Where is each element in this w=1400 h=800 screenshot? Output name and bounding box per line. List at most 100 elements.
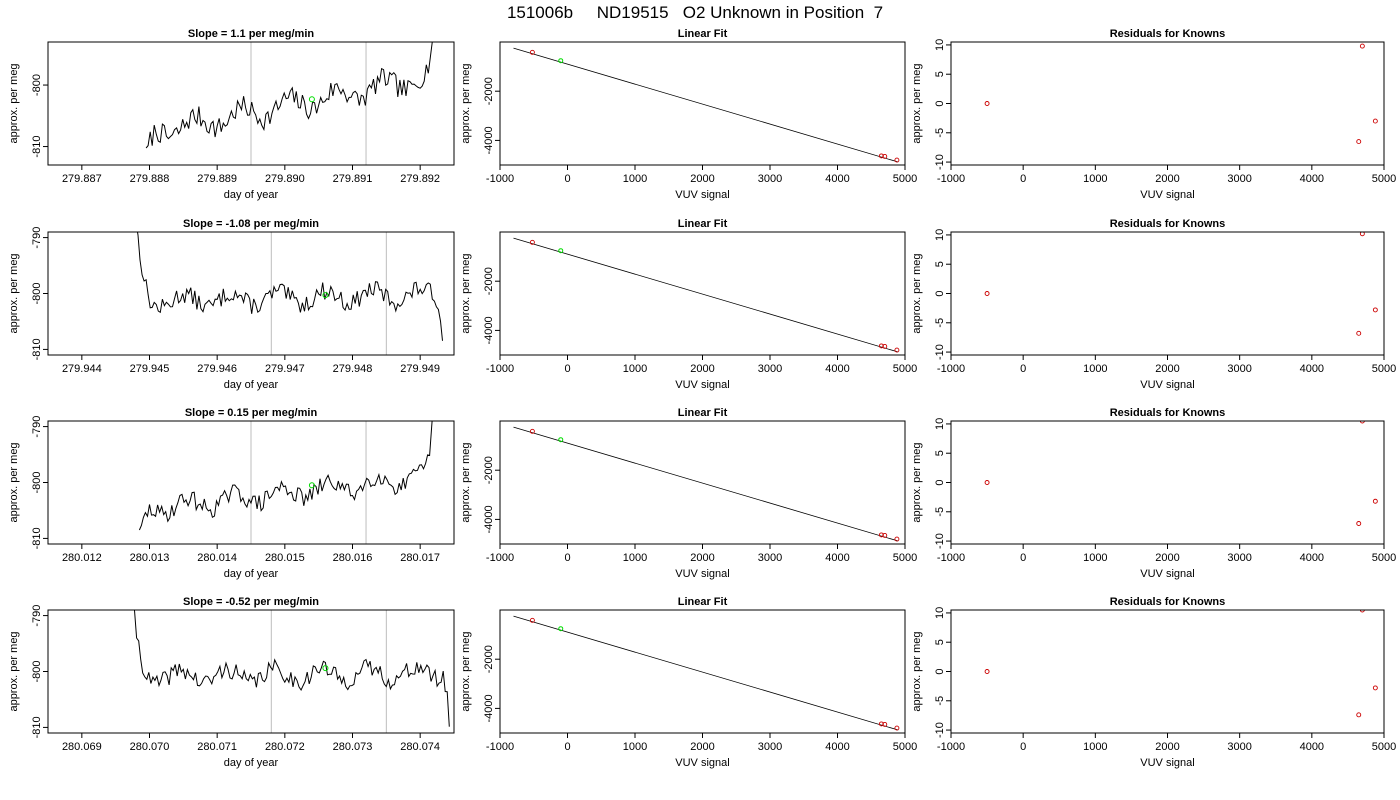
y-tick-label: -800 — [31, 471, 43, 493]
x-tick-label: 280.069 — [62, 741, 102, 753]
known-point — [1359, 610, 1365, 613]
x-tick-label: -1000 — [486, 741, 514, 753]
fit-line — [513, 47, 899, 163]
fit-line — [513, 237, 899, 353]
x-tick-label: 5000 — [893, 552, 917, 564]
x-tick-label: 5000 — [893, 741, 917, 753]
x-axis-label: VUV signal — [675, 189, 729, 201]
x-tick-label: 279.888 — [130, 173, 170, 185]
y-tick-label: -800 — [31, 282, 43, 304]
plot-frame — [47, 609, 455, 734]
known-point — [894, 536, 900, 542]
x-axis-label: day of year — [224, 189, 279, 201]
x-tick-label: 0 — [1020, 741, 1026, 753]
plot-area — [138, 421, 433, 544]
y-tick-label: -10 — [934, 344, 946, 360]
x-tick-label: 2000 — [690, 552, 714, 564]
x-axis-label: VUV signal — [1140, 379, 1194, 391]
plot-frame — [950, 609, 1385, 734]
x-tick-label: 1000 — [1083, 363, 1107, 375]
unknown-marker — [308, 96, 315, 103]
x-tick-label: 0 — [564, 173, 570, 185]
x-tick-label: 2000 — [690, 363, 714, 375]
x-axis-label: VUV signal — [675, 568, 729, 580]
x-tick-label: 1000 — [1083, 552, 1107, 564]
x-axis-label: VUV signal — [675, 757, 729, 769]
x-tick-label: 2000 — [1155, 741, 1179, 753]
known-point — [882, 153, 888, 159]
known-point — [1356, 521, 1362, 526]
y-tick-label: 5 — [934, 639, 946, 645]
known-point — [1356, 330, 1362, 336]
x-tick-label: 1000 — [623, 363, 647, 375]
plot-frame — [950, 231, 1385, 356]
y-tick-label: -790 — [31, 605, 43, 627]
panel-1-2: Residuals for Knowns -1000 0 1000 2000 3000 40… — [911, 218, 1396, 391]
y-tick-label: -5 — [934, 128, 946, 138]
y-tick-label: -2000 — [483, 645, 495, 673]
x-tick-label: 280.014 — [197, 552, 237, 564]
y-tick-label: -2000 — [483, 267, 495, 295]
known-point — [1359, 421, 1365, 424]
panel-title: Linear Fit — [678, 28, 728, 40]
plot-area — [984, 232, 1378, 336]
y-tick-label: 0 — [934, 479, 946, 485]
y-tick-label: 5 — [934, 71, 946, 77]
known-point — [529, 617, 535, 623]
known-point — [984, 669, 990, 674]
x-tick-label: 3000 — [1227, 552, 1251, 564]
known-point — [529, 428, 535, 434]
x-tick-label: 5000 — [1372, 741, 1396, 753]
y-axis-label: approx. per meg — [460, 442, 472, 522]
x-tick-label: -1000 — [937, 552, 965, 564]
panel-1-1: Linear Fit -1000 0 1000 2000 3000 4000 5000 -400… — [460, 218, 917, 391]
panel-title: Slope = 1.1 per meg/min — [188, 28, 315, 40]
known-point — [878, 721, 884, 727]
unknown-point — [558, 248, 564, 254]
fit-line — [513, 426, 899, 542]
x-tick-label: 2000 — [690, 173, 714, 185]
known-point — [1372, 118, 1378, 124]
y-tick-label: 10 — [934, 607, 946, 619]
x-tick-label: 4000 — [1300, 363, 1324, 375]
plot-area — [984, 43, 1378, 145]
known-point — [882, 343, 888, 349]
x-tick-label: 0 — [564, 741, 570, 753]
known-point — [878, 153, 884, 159]
x-tick-label: -1000 — [486, 173, 514, 185]
panel-title: Linear Fit — [678, 218, 728, 230]
y-tick-label: 0 — [934, 290, 946, 296]
panels-grid: Slope = 1.1 per meg/min 279.887 279.888 279… — [8, 28, 1396, 769]
x-tick-label: 280.074 — [400, 741, 440, 753]
known-point — [878, 532, 884, 538]
known-point — [894, 725, 900, 731]
x-tick-label: 280.013 — [130, 552, 170, 564]
unknown-marker — [308, 482, 315, 489]
x-tick-label: 279.892 — [400, 173, 440, 185]
x-tick-label: 280.016 — [333, 552, 373, 564]
known-point — [1372, 685, 1378, 691]
x-tick-label: 5000 — [893, 173, 917, 185]
y-tick-label: 0 — [934, 668, 946, 674]
y-tick-label: 0 — [934, 100, 946, 106]
plot-area — [513, 237, 900, 353]
known-point — [1372, 498, 1378, 504]
y-axis-label: approx. per meg — [460, 63, 472, 143]
x-axis-label: day of year — [224, 757, 279, 769]
signal-trace — [133, 610, 450, 727]
x-tick-label: 279.945 — [130, 363, 170, 375]
x-tick-label: 279.947 — [265, 363, 305, 375]
x-tick-label: 3000 — [758, 363, 782, 375]
y-axis-label: approx. per meg — [8, 631, 20, 711]
x-tick-label: -1000 — [486, 363, 514, 375]
y-tick-label: -10 — [934, 533, 946, 549]
y-tick-label: -4000 — [483, 694, 495, 722]
signal-trace — [136, 232, 443, 341]
unknown-marker — [322, 665, 329, 672]
y-axis-label: approx. per meg — [8, 253, 20, 333]
x-axis-label: VUV signal — [675, 379, 729, 391]
panel-2-2: Residuals for Knowns -1000 0 1000 2000 3000 40… — [911, 407, 1396, 580]
x-tick-label: 280.017 — [400, 552, 440, 564]
x-tick-label: 5000 — [1372, 552, 1396, 564]
y-tick-label: -790 — [31, 227, 43, 249]
